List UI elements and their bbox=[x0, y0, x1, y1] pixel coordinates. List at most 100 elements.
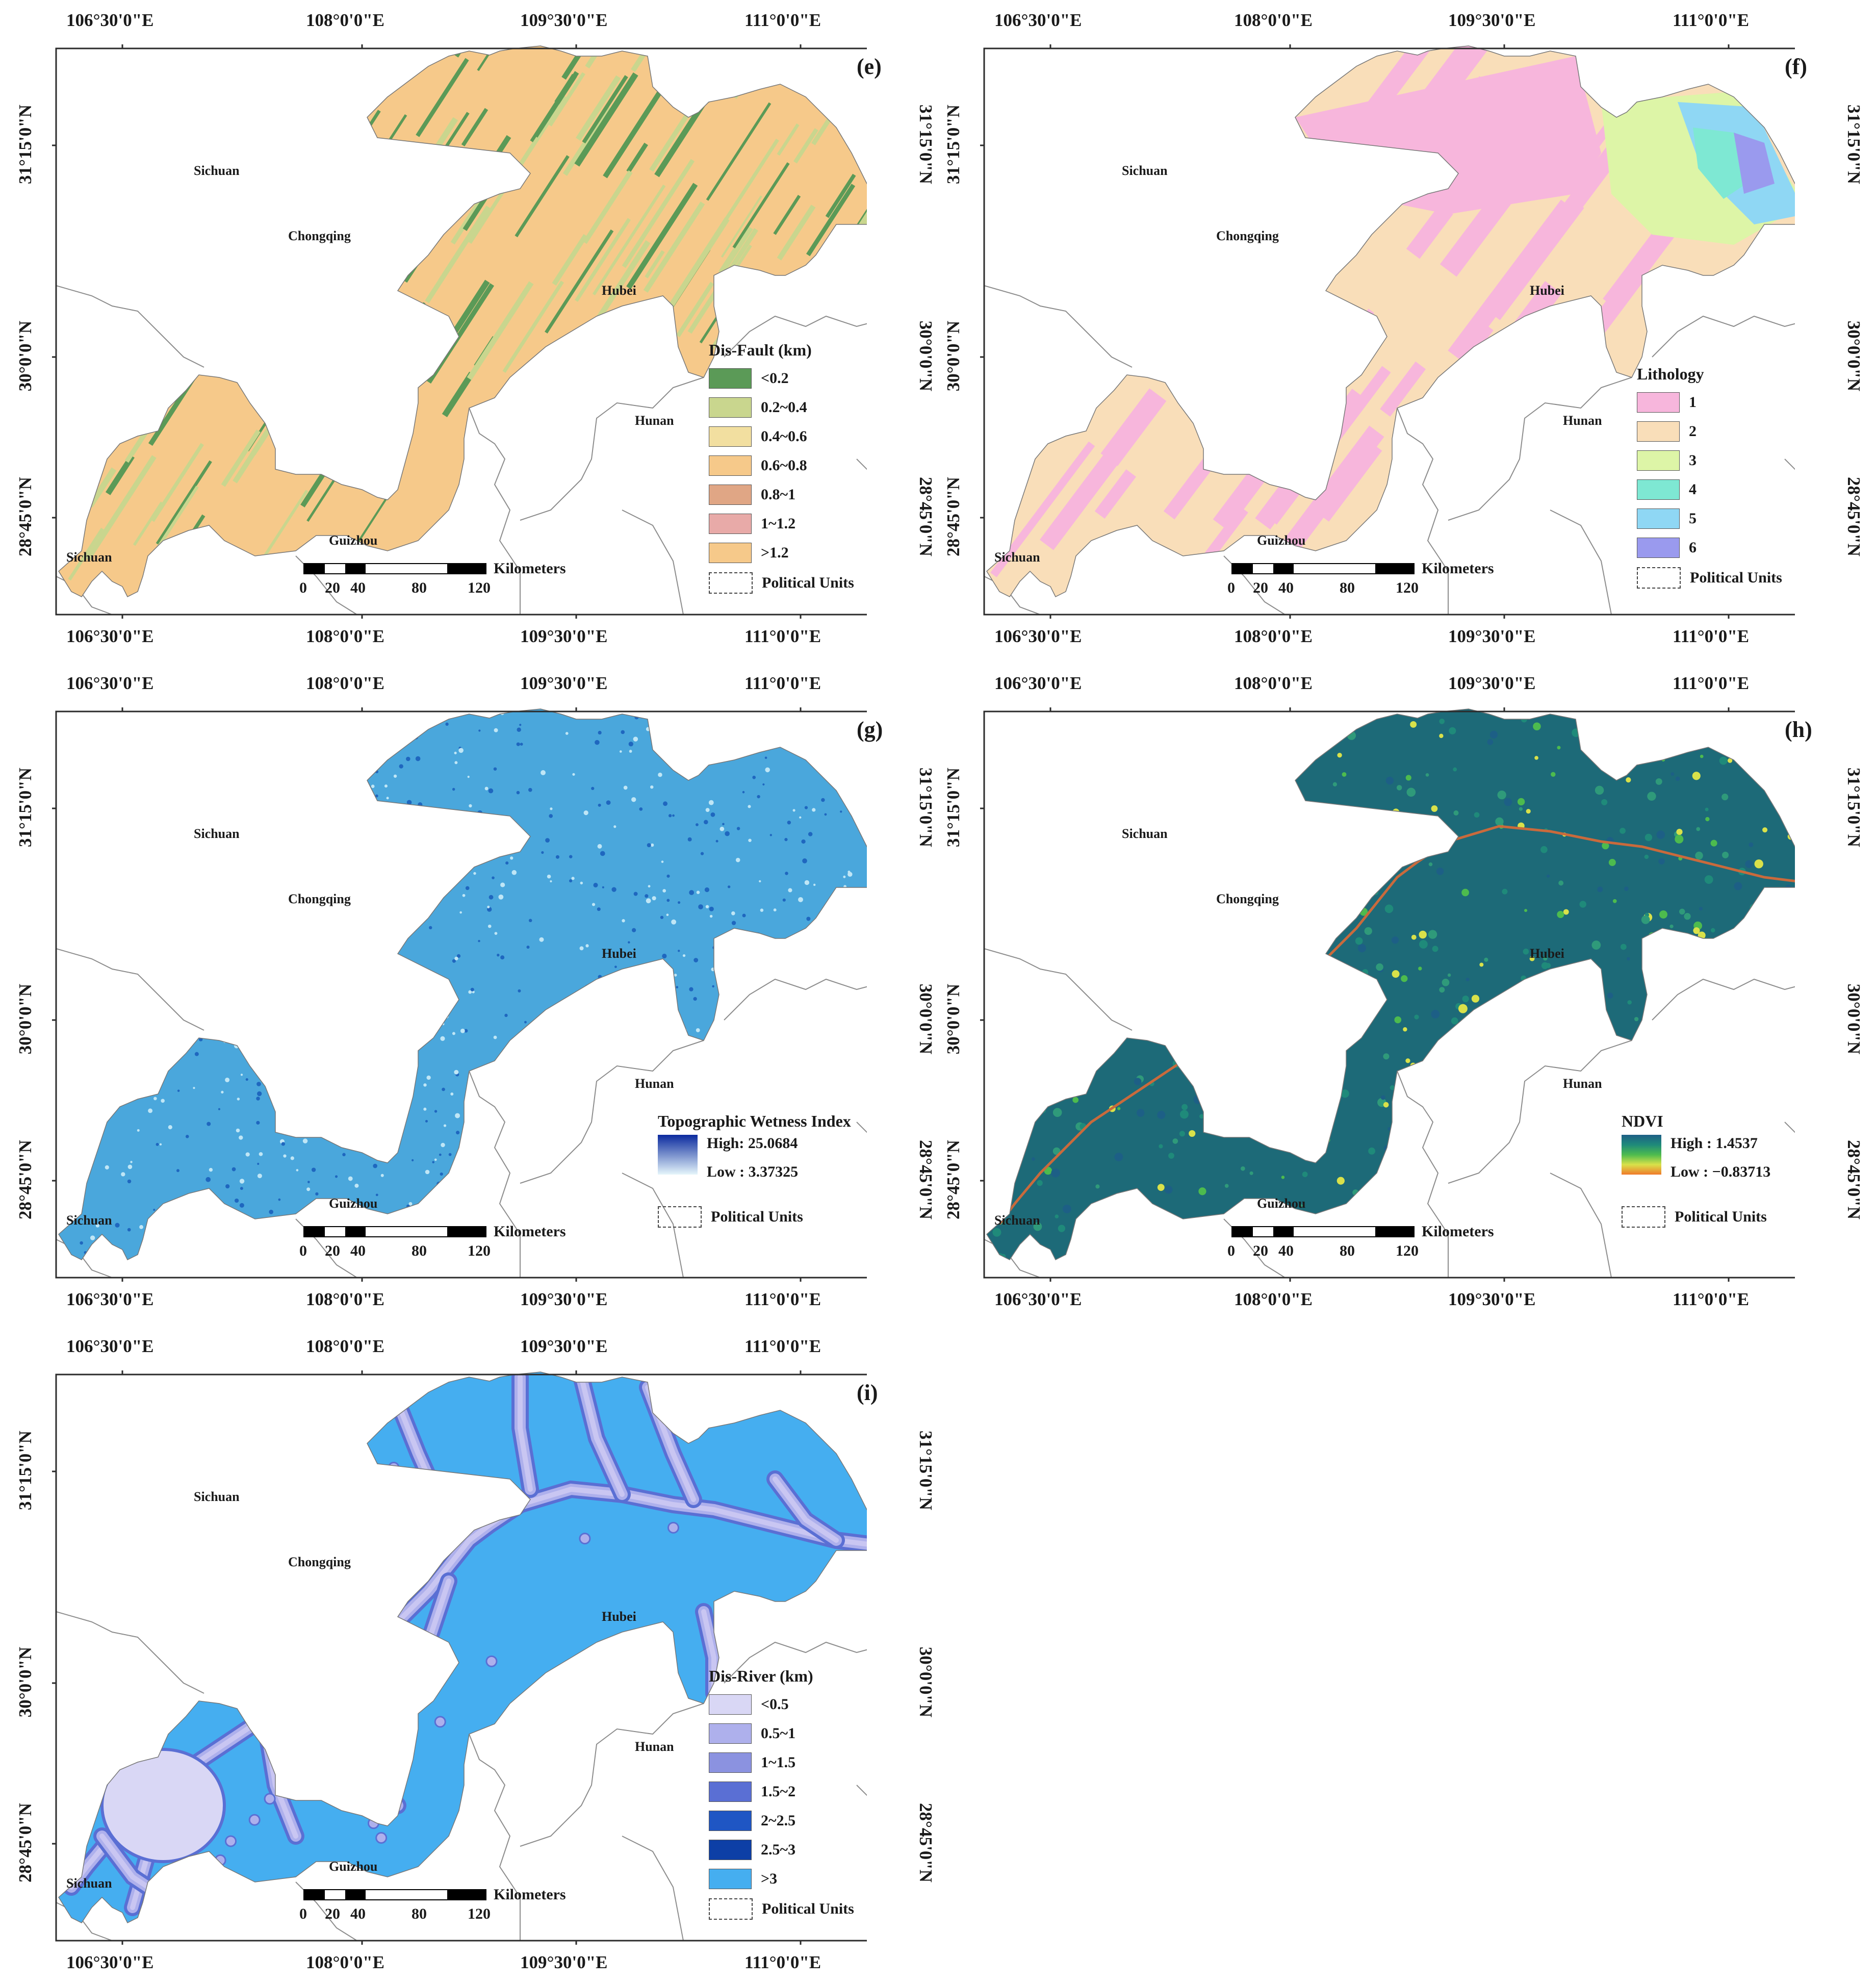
twi-pixel bbox=[290, 986, 296, 991]
legend-swatch bbox=[709, 397, 752, 418]
twi-pixel bbox=[590, 1085, 593, 1087]
ndvi-pixel bbox=[1084, 859, 1092, 867]
panel-label: (g) bbox=[857, 717, 883, 742]
ndvi-pixel bbox=[1585, 1064, 1595, 1073]
twi-pixel bbox=[152, 727, 155, 730]
twi-pixel bbox=[658, 772, 662, 777]
ndvi-pixel bbox=[1557, 746, 1561, 750]
political-units-swatch bbox=[658, 1206, 702, 1228]
ndvi-pixel bbox=[1022, 850, 1026, 854]
ndvi-pixel bbox=[1411, 934, 1417, 940]
twi-pixel bbox=[256, 1097, 260, 1101]
ndvi-pixel bbox=[1738, 711, 1743, 717]
ndvi-pixel bbox=[1241, 931, 1246, 936]
ndvi-pixel bbox=[1543, 980, 1548, 985]
twi-pixel bbox=[229, 1023, 233, 1026]
ndvi-pixel bbox=[1484, 957, 1488, 962]
ndvi-pixel bbox=[1029, 1013, 1035, 1020]
ndvi-pixel bbox=[1448, 1215, 1457, 1224]
legend-item-label: <0.5 bbox=[761, 1695, 789, 1713]
twi-pixel bbox=[118, 979, 122, 983]
ndvi-pixel bbox=[1405, 1058, 1410, 1063]
twi-pixel bbox=[156, 1006, 161, 1011]
fault-distance-band bbox=[777, 123, 800, 156]
lithology-unit-1 bbox=[1029, 117, 1100, 208]
ndvi-pixel bbox=[1635, 1054, 1643, 1061]
twi-pixel bbox=[390, 1100, 395, 1105]
study-area bbox=[59, 1372, 867, 1923]
fault-distance-band bbox=[112, 302, 155, 365]
twi-pixel bbox=[248, 856, 250, 858]
ndvi-pixel bbox=[1690, 960, 1695, 964]
ndvi-pixel bbox=[1255, 1032, 1261, 1038]
twi-pixel bbox=[135, 1005, 140, 1009]
river-buffer-spot bbox=[214, 1854, 226, 1866]
river-buffer-spot bbox=[226, 1631, 238, 1643]
twi-pixel bbox=[209, 1022, 214, 1027]
twi-pixel bbox=[789, 963, 792, 967]
twi-pixel bbox=[284, 880, 289, 885]
fault-distance-band bbox=[482, 474, 540, 561]
ndvi-pixel bbox=[1529, 956, 1535, 961]
top-longitude-label: 106°30'0"E bbox=[994, 673, 1082, 693]
twi-pixel bbox=[132, 979, 136, 982]
ndvi-pixel bbox=[1703, 1091, 1711, 1099]
twi-pixel bbox=[452, 1032, 455, 1035]
twi-pixel bbox=[725, 831, 730, 836]
twi-pixel bbox=[339, 1136, 342, 1139]
twi-pixel bbox=[652, 896, 656, 901]
twi-pixel bbox=[628, 742, 633, 747]
twi-pixel bbox=[95, 1253, 98, 1256]
twi-pixel bbox=[319, 1056, 323, 1060]
political-units-label: Political Units bbox=[762, 1900, 854, 1917]
fault-distance-band bbox=[96, 118, 170, 231]
ndvi-pixel bbox=[1723, 1266, 1727, 1271]
map-frame bbox=[55, 47, 867, 616]
scale-unit: Kilometers bbox=[1422, 560, 1494, 577]
twi-pixel bbox=[849, 1035, 851, 1038]
twi-pixel bbox=[245, 801, 250, 806]
twi-pixel bbox=[87, 1253, 92, 1257]
twi-pixel bbox=[685, 732, 687, 734]
twi-pixel bbox=[454, 751, 457, 754]
left-latitude-label: 31°15'0"N bbox=[15, 105, 35, 184]
twi-pixel bbox=[791, 1231, 797, 1236]
right-latitude-label: 28°45'0"N bbox=[1844, 477, 1864, 556]
twi-pixel bbox=[629, 1198, 632, 1200]
legend-swatch bbox=[1637, 392, 1680, 413]
ndvi-pixel bbox=[1342, 772, 1347, 777]
legend-title: Lithology bbox=[1637, 365, 1704, 383]
fault-distance-band bbox=[676, 554, 700, 589]
twi-pixel bbox=[157, 863, 163, 869]
twi-pixel bbox=[866, 934, 867, 939]
legend-item: 0.2~0.4 bbox=[709, 393, 854, 422]
ndvi-pixel bbox=[1320, 1117, 1326, 1124]
twi-pixel bbox=[61, 1018, 66, 1024]
top-longitude-label: 106°30'0"E bbox=[66, 673, 154, 693]
legend-swatch bbox=[709, 1839, 752, 1860]
ndvi-pixel bbox=[1214, 926, 1222, 934]
ndvi-pixel bbox=[1296, 938, 1304, 946]
river-buffer-spot bbox=[485, 1655, 498, 1667]
bottom-longitude-label: 109°30'0"E bbox=[520, 1289, 608, 1309]
legend-title: Topographic Wetness Index bbox=[658, 1112, 851, 1130]
twi-pixel bbox=[676, 986, 679, 988]
ndvi-pixel bbox=[1346, 993, 1350, 997]
twi-pixel bbox=[752, 775, 756, 779]
twi-pixel bbox=[733, 1045, 736, 1048]
twi-pixel bbox=[450, 1092, 454, 1096]
province-label-sichuan-south: Sichuan bbox=[66, 1876, 112, 1891]
twi-pixel bbox=[580, 881, 583, 885]
twi-pixel bbox=[182, 874, 185, 877]
twi-pixel bbox=[412, 1159, 414, 1161]
ndvi-pixel bbox=[1372, 889, 1379, 896]
ndvi-pixel bbox=[1134, 1078, 1142, 1085]
twi-pixel bbox=[143, 772, 148, 777]
province-boundary-line bbox=[622, 1836, 684, 1941]
ndvi-pixel bbox=[1696, 827, 1701, 831]
twi-pixel bbox=[290, 1009, 294, 1012]
twi-pixel bbox=[611, 887, 616, 892]
twi-pixel bbox=[89, 816, 92, 819]
ndvi-pixel bbox=[1582, 1069, 1587, 1074]
fault-distance-band bbox=[629, 422, 667, 476]
